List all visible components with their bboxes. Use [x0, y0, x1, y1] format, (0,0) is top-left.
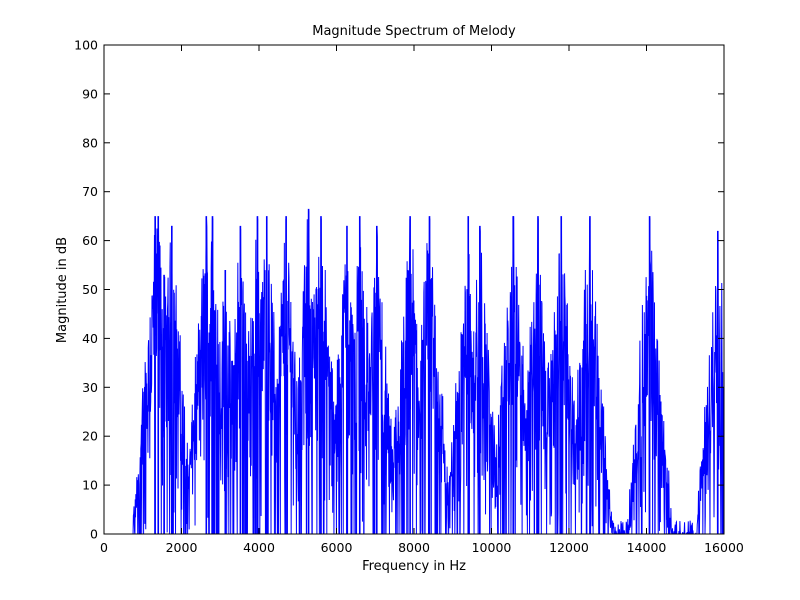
- y-tick-label: 80: [82, 135, 98, 150]
- x-tick-label: 12000: [549, 540, 589, 555]
- x-axis-label: Frequency in Hz: [362, 559, 466, 574]
- axis-ticks: 0 2000 4000 6000 8000 10000 12000 14000 16000 0 10…: [74, 38, 744, 556]
- x-tick-label: 14000: [627, 540, 667, 555]
- spectrum-series-line: [132, 209, 724, 534]
- y-tick-label: 60: [82, 233, 98, 248]
- y-axis-label: Magnitude in dB: [55, 237, 70, 343]
- x-tick-label: 2000: [166, 540, 198, 555]
- y-tick-label: 90: [82, 86, 98, 101]
- x-tick-label: 16000: [704, 540, 744, 555]
- y-tick-label: 30: [82, 380, 98, 395]
- y-tick-label: 100: [74, 38, 98, 53]
- y-tick-label: 0: [90, 527, 98, 542]
- x-tick-label: 4000: [243, 540, 275, 555]
- chart-title: Magnitude Spectrum of Melody: [312, 24, 516, 39]
- x-tick-label: 10000: [472, 540, 512, 555]
- y-tick-label: 20: [82, 429, 98, 444]
- x-tick-label: 6000: [321, 540, 353, 555]
- x-tick-label: 0: [100, 540, 108, 555]
- y-tick-label: 70: [82, 184, 98, 199]
- y-tick-label: 10: [82, 478, 98, 493]
- x-tick-label: 8000: [398, 540, 430, 555]
- plot-area: [132, 208, 724, 534]
- y-tick-label: 50: [82, 282, 98, 297]
- y-tick-label: 40: [82, 331, 98, 346]
